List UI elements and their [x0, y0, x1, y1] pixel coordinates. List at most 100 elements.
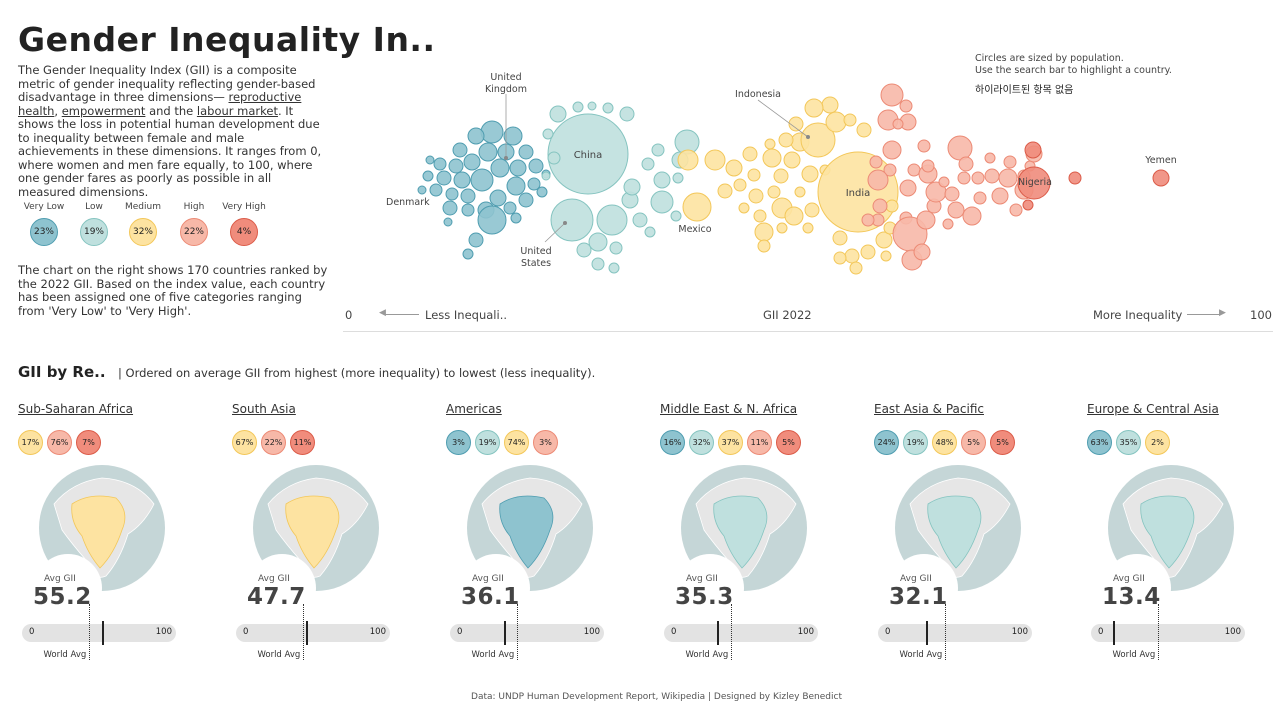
country-bubble[interactable] [801, 165, 819, 183]
country-bubble[interactable] [480, 120, 504, 144]
country-bubble[interactable] [518, 192, 534, 208]
country-bubble[interactable] [872, 198, 888, 214]
country-bubble[interactable] [788, 116, 804, 132]
country-bubble[interactable] [478, 142, 498, 162]
country-bubble[interactable] [757, 239, 771, 253]
country-bubble[interactable] [861, 213, 875, 227]
country-bubble[interactable] [991, 187, 1009, 205]
country-bubble[interactable] [984, 168, 1000, 184]
country-bubble[interactable] [767, 185, 781, 199]
region-map[interactable] [246, 464, 386, 594]
country-bubble[interactable] [623, 178, 641, 196]
country-bubble[interactable] [1009, 203, 1023, 217]
country-bubble[interactable] [947, 201, 965, 219]
country-bubble[interactable] [587, 101, 597, 111]
empowerment-link[interactable]: empowerment [61, 103, 146, 118]
country-bubble[interactable] [843, 113, 857, 127]
country-bubble[interactable] [651, 143, 665, 157]
country-bubble[interactable] [704, 149, 726, 171]
country-bubble[interactable] [899, 99, 913, 113]
labour-market-link[interactable]: labour market [196, 103, 278, 118]
country-bubble[interactable] [453, 171, 471, 189]
country-bubble[interactable] [591, 257, 605, 271]
region-name-link[interactable]: Europe & Central Asia [1087, 402, 1219, 416]
country-bubble[interactable] [917, 139, 931, 153]
country-bubble[interactable] [921, 159, 935, 173]
region-name-link[interactable]: Middle East & N. Africa [660, 402, 798, 416]
country-bubble[interactable] [747, 168, 761, 182]
country-bubble[interactable] [442, 200, 458, 216]
country-bubble[interactable] [644, 226, 656, 238]
country-bubble[interactable] [436, 170, 452, 186]
country-bubble[interactable] [460, 188, 476, 204]
country-bubble[interactable] [682, 192, 712, 222]
country-bubble[interactable] [461, 203, 475, 217]
country-bubble[interactable] [463, 153, 481, 171]
country-bubble[interactable] [632, 212, 648, 228]
country-bubble[interactable] [860, 244, 876, 260]
country-bubble[interactable] [880, 250, 892, 262]
country-bubble[interactable] [572, 101, 584, 113]
country-bubble[interactable] [608, 262, 620, 274]
region-map[interactable] [674, 464, 814, 594]
country-bubble[interactable] [510, 212, 522, 224]
country-bubble[interactable] [596, 204, 628, 236]
country-bubble[interactable] [998, 168, 1018, 188]
country-bubble[interactable] [783, 151, 801, 169]
country-bubble[interactable] [885, 199, 899, 213]
country-bubble[interactable] [452, 142, 468, 158]
country-bubble[interactable] [672, 172, 684, 184]
country-bubble[interactable] [576, 242, 592, 258]
region-map[interactable] [1101, 464, 1241, 594]
country-bubble[interactable] [536, 186, 548, 198]
country-bubble[interactable] [433, 157, 447, 171]
country-bubble[interactable] [602, 102, 614, 114]
country-bubble[interactable] [547, 113, 629, 195]
country-bubble[interactable] [804, 98, 824, 118]
country-bubble[interactable] [527, 177, 541, 191]
country-bubble[interactable] [916, 210, 936, 230]
country-bubble[interactable] [880, 83, 904, 107]
country-bubble[interactable] [913, 243, 931, 261]
country-bubble[interactable] [1068, 171, 1082, 185]
country-bubble[interactable] [550, 198, 594, 242]
country-bubble[interactable] [962, 206, 982, 226]
country-bubble[interactable] [784, 206, 804, 226]
region-name-link[interactable]: South Asia [232, 402, 296, 416]
country-bubble[interactable] [869, 155, 883, 169]
country-bubble[interactable] [892, 118, 904, 130]
country-bubble[interactable] [1024, 141, 1042, 159]
country-bubble[interactable] [670, 210, 682, 222]
country-bubble[interactable] [518, 144, 534, 160]
country-bubble[interactable] [462, 248, 474, 260]
country-bubble[interactable] [832, 230, 848, 246]
country-bubble[interactable] [609, 241, 623, 255]
country-bubble[interactable] [506, 176, 526, 196]
region-name-link[interactable]: East Asia & Pacific [874, 402, 984, 416]
country-bubble[interactable] [547, 151, 561, 165]
country-bubble[interactable] [717, 183, 733, 199]
region-name-link[interactable]: Sub-Saharan Africa [18, 402, 134, 416]
country-bubble[interactable] [1017, 166, 1051, 200]
country-bubble[interactable] [849, 261, 863, 275]
country-bubble[interactable] [445, 187, 459, 201]
country-bubble[interactable] [947, 135, 973, 161]
country-bubble[interactable] [422, 170, 434, 182]
country-bubble[interactable] [942, 218, 954, 230]
country-bubble[interactable] [875, 231, 893, 249]
country-bubble[interactable] [742, 146, 758, 162]
country-bubble[interactable] [542, 128, 554, 140]
country-bubble[interactable] [773, 168, 789, 184]
country-bubble[interactable] [1003, 155, 1017, 169]
country-bubble[interactable] [503, 201, 517, 215]
country-bubble[interactable] [821, 96, 839, 114]
country-bubble[interactable] [748, 188, 764, 204]
country-bubble[interactable] [470, 168, 494, 192]
country-bubble[interactable] [429, 183, 443, 197]
country-bubble[interactable] [1152, 169, 1170, 187]
country-bubble[interactable] [762, 148, 782, 168]
country-bubble[interactable] [867, 169, 889, 191]
country-bubble[interactable] [417, 185, 427, 195]
country-bubble[interactable] [958, 156, 974, 172]
country-bubble[interactable] [883, 163, 897, 177]
